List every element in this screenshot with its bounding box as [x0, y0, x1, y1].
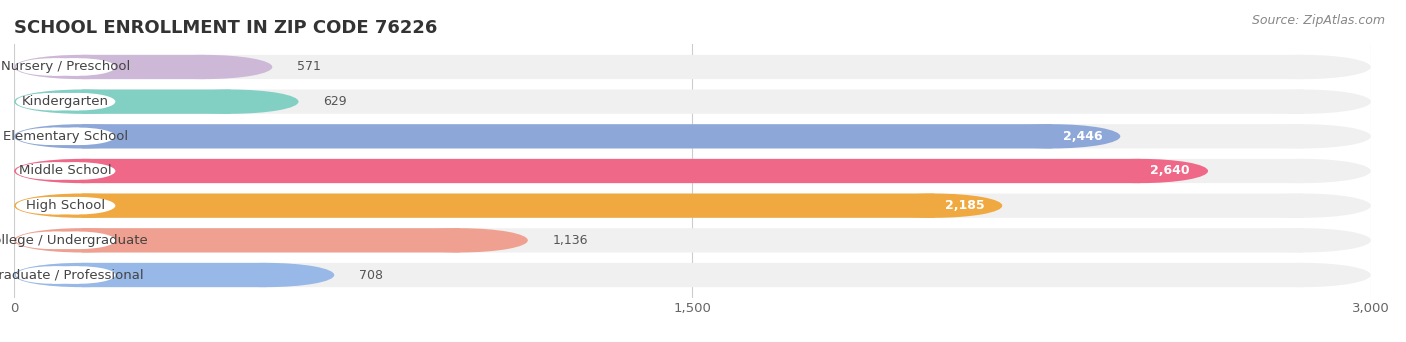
Ellipse shape	[15, 197, 89, 214]
FancyBboxPatch shape	[82, 263, 266, 287]
Text: Nursery / Preschool: Nursery / Preschool	[1, 61, 131, 74]
FancyBboxPatch shape	[82, 55, 1303, 79]
FancyBboxPatch shape	[82, 159, 1140, 183]
Ellipse shape	[44, 162, 115, 180]
FancyBboxPatch shape	[82, 90, 231, 114]
Text: Graduate / Professional: Graduate / Professional	[0, 268, 143, 281]
FancyBboxPatch shape	[52, 197, 79, 214]
FancyBboxPatch shape	[82, 124, 1053, 148]
FancyBboxPatch shape	[52, 162, 79, 180]
FancyBboxPatch shape	[82, 194, 1303, 218]
Ellipse shape	[15, 93, 89, 110]
Text: 629: 629	[323, 95, 347, 108]
Ellipse shape	[44, 93, 115, 110]
Ellipse shape	[163, 90, 298, 114]
FancyBboxPatch shape	[52, 128, 79, 145]
FancyBboxPatch shape	[52, 58, 79, 76]
Ellipse shape	[15, 232, 89, 249]
Ellipse shape	[14, 228, 150, 252]
Ellipse shape	[14, 55, 150, 79]
Ellipse shape	[44, 58, 115, 76]
Ellipse shape	[984, 124, 1121, 148]
FancyBboxPatch shape	[82, 124, 1303, 148]
Ellipse shape	[14, 159, 150, 183]
Text: Source: ZipAtlas.com: Source: ZipAtlas.com	[1251, 14, 1385, 27]
FancyBboxPatch shape	[82, 228, 460, 252]
Ellipse shape	[14, 124, 150, 148]
Text: 2,185: 2,185	[945, 199, 984, 212]
Ellipse shape	[14, 263, 150, 287]
Ellipse shape	[1073, 159, 1208, 183]
Ellipse shape	[866, 194, 1002, 218]
Text: 1,136: 1,136	[553, 234, 588, 247]
FancyBboxPatch shape	[52, 93, 79, 110]
Text: 2,640: 2,640	[1150, 165, 1189, 177]
Ellipse shape	[14, 194, 150, 218]
FancyBboxPatch shape	[82, 263, 1303, 287]
Ellipse shape	[1234, 194, 1371, 218]
FancyBboxPatch shape	[52, 266, 79, 284]
Text: 708: 708	[359, 268, 384, 281]
Text: High School: High School	[27, 199, 105, 212]
Text: 2,446: 2,446	[1063, 130, 1102, 143]
Ellipse shape	[14, 55, 150, 79]
Ellipse shape	[14, 90, 150, 114]
Text: Middle School: Middle School	[20, 165, 112, 177]
Ellipse shape	[15, 162, 89, 180]
Ellipse shape	[14, 124, 150, 148]
Text: 571: 571	[297, 61, 321, 74]
FancyBboxPatch shape	[82, 55, 204, 79]
FancyBboxPatch shape	[82, 159, 1303, 183]
Ellipse shape	[14, 194, 150, 218]
Text: SCHOOL ENROLLMENT IN ZIP CODE 76226: SCHOOL ENROLLMENT IN ZIP CODE 76226	[14, 19, 437, 37]
FancyBboxPatch shape	[82, 194, 935, 218]
Ellipse shape	[15, 266, 89, 284]
FancyBboxPatch shape	[82, 90, 1303, 114]
FancyBboxPatch shape	[82, 228, 1303, 252]
Ellipse shape	[14, 159, 150, 183]
Ellipse shape	[1234, 263, 1371, 287]
Text: Elementary School: Elementary School	[3, 130, 128, 143]
Ellipse shape	[14, 263, 150, 287]
Text: Kindergarten: Kindergarten	[22, 95, 110, 108]
Ellipse shape	[1234, 228, 1371, 252]
Ellipse shape	[1234, 159, 1371, 183]
Ellipse shape	[44, 128, 115, 145]
Ellipse shape	[1234, 90, 1371, 114]
Ellipse shape	[14, 90, 150, 114]
Text: College / Undergraduate: College / Undergraduate	[0, 234, 148, 247]
Ellipse shape	[1234, 55, 1371, 79]
Ellipse shape	[14, 228, 150, 252]
Ellipse shape	[44, 232, 115, 249]
Ellipse shape	[15, 58, 89, 76]
Ellipse shape	[392, 228, 527, 252]
Ellipse shape	[44, 197, 115, 214]
Ellipse shape	[1234, 124, 1371, 148]
Ellipse shape	[136, 55, 273, 79]
Ellipse shape	[198, 263, 335, 287]
FancyBboxPatch shape	[52, 232, 79, 249]
Ellipse shape	[15, 128, 89, 145]
Ellipse shape	[44, 266, 115, 284]
